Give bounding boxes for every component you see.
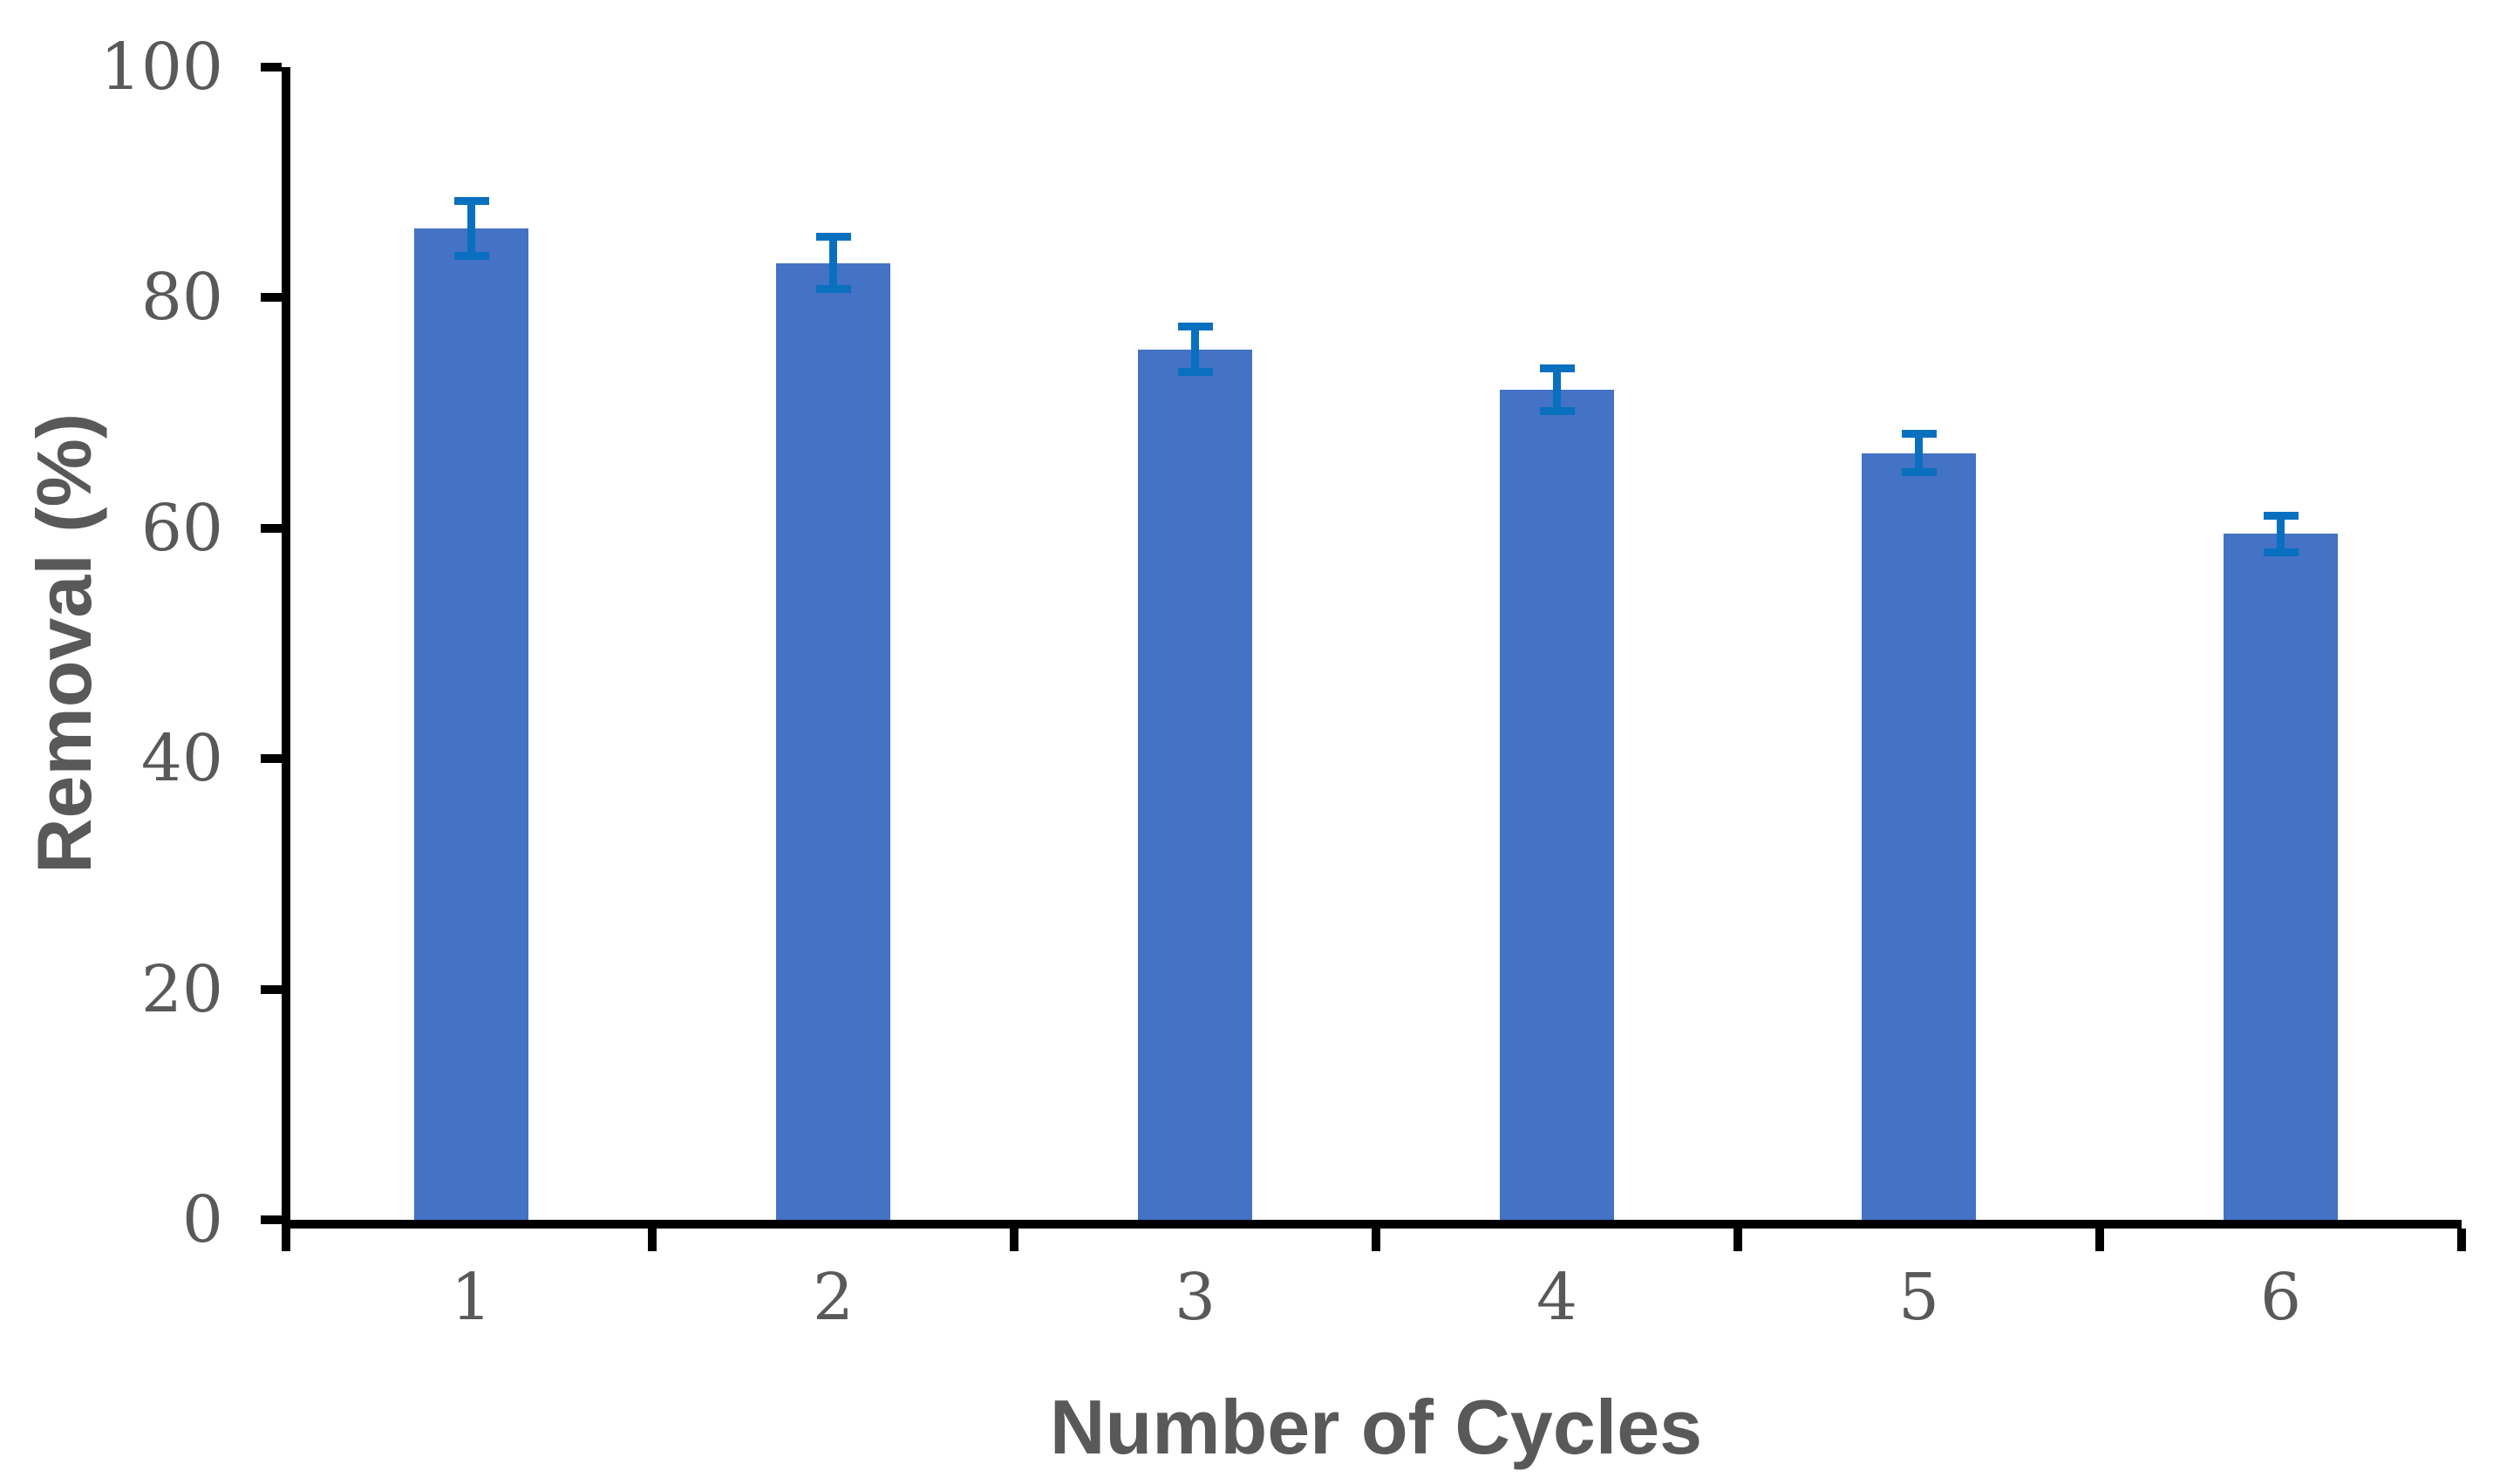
y-axis-tick <box>261 293 282 303</box>
x-category-label: 2 <box>812 1260 855 1335</box>
error-bar-top-cap <box>2263 512 2299 521</box>
y-axis-line <box>282 67 290 1229</box>
x-axis-tick <box>282 1229 290 1251</box>
bar <box>776 262 890 1220</box>
bar <box>1500 390 1614 1220</box>
x-axis-tick <box>1734 1229 1742 1251</box>
error-bar-line <box>467 197 475 260</box>
error-bar-line <box>829 233 837 294</box>
y-axis-tick <box>261 754 282 764</box>
error-bar-bottom-cap <box>815 285 851 294</box>
error-bar-bottom-cap <box>453 251 489 260</box>
x-axis-title: Number of Cycles <box>1049 1384 1703 1470</box>
error-bar-top-cap <box>453 197 489 206</box>
y-axis-title: Removal (%) <box>21 412 107 875</box>
x-axis-tick <box>2095 1229 2104 1251</box>
error-bar-line <box>2277 512 2285 556</box>
y-axis-tick <box>261 1215 282 1224</box>
y-tick-label: 20 <box>140 951 223 1027</box>
y-axis-tick <box>261 984 282 994</box>
x-axis-tick <box>648 1229 657 1251</box>
error-bar-top-cap <box>1901 430 1937 439</box>
error-bar-top-cap <box>1539 364 1575 373</box>
error-bar-bottom-cap <box>1901 468 1937 477</box>
bar <box>1138 349 1252 1220</box>
error-bar-line <box>1915 430 1923 477</box>
error-bar-line <box>1191 323 1199 377</box>
error-bar-top-cap <box>1177 323 1213 331</box>
y-tick-label: 0 <box>181 1182 223 1257</box>
x-category-label: 5 <box>1897 1260 1940 1335</box>
x-axis-tick <box>1010 1229 1018 1251</box>
y-tick-label: 80 <box>140 260 223 336</box>
plot-area <box>261 63 2466 1251</box>
error-bar-top-cap <box>815 233 851 242</box>
bar <box>2224 534 2338 1220</box>
x-axis-line <box>282 1220 2462 1229</box>
x-category-label: 3 <box>1174 1260 1216 1335</box>
x-axis-tick <box>2457 1229 2466 1251</box>
error-bar-line <box>1553 364 1561 416</box>
bar <box>414 228 528 1220</box>
bar <box>1862 453 1976 1220</box>
y-axis-tick <box>261 523 282 533</box>
y-tick-label: 60 <box>140 490 223 566</box>
y-axis-tick <box>261 63 282 71</box>
error-bar-bottom-cap <box>2263 548 2299 556</box>
y-tick-label: 40 <box>140 721 223 797</box>
x-category-label: 1 <box>450 1260 493 1335</box>
error-bar-bottom-cap <box>1539 407 1575 416</box>
error-bar-bottom-cap <box>1177 368 1213 377</box>
x-category-label: 6 <box>2259 1260 2302 1335</box>
x-axis-tick <box>1372 1229 1380 1251</box>
y-tick-label: 100 <box>99 30 223 105</box>
x-category-label: 4 <box>1536 1260 1578 1335</box>
